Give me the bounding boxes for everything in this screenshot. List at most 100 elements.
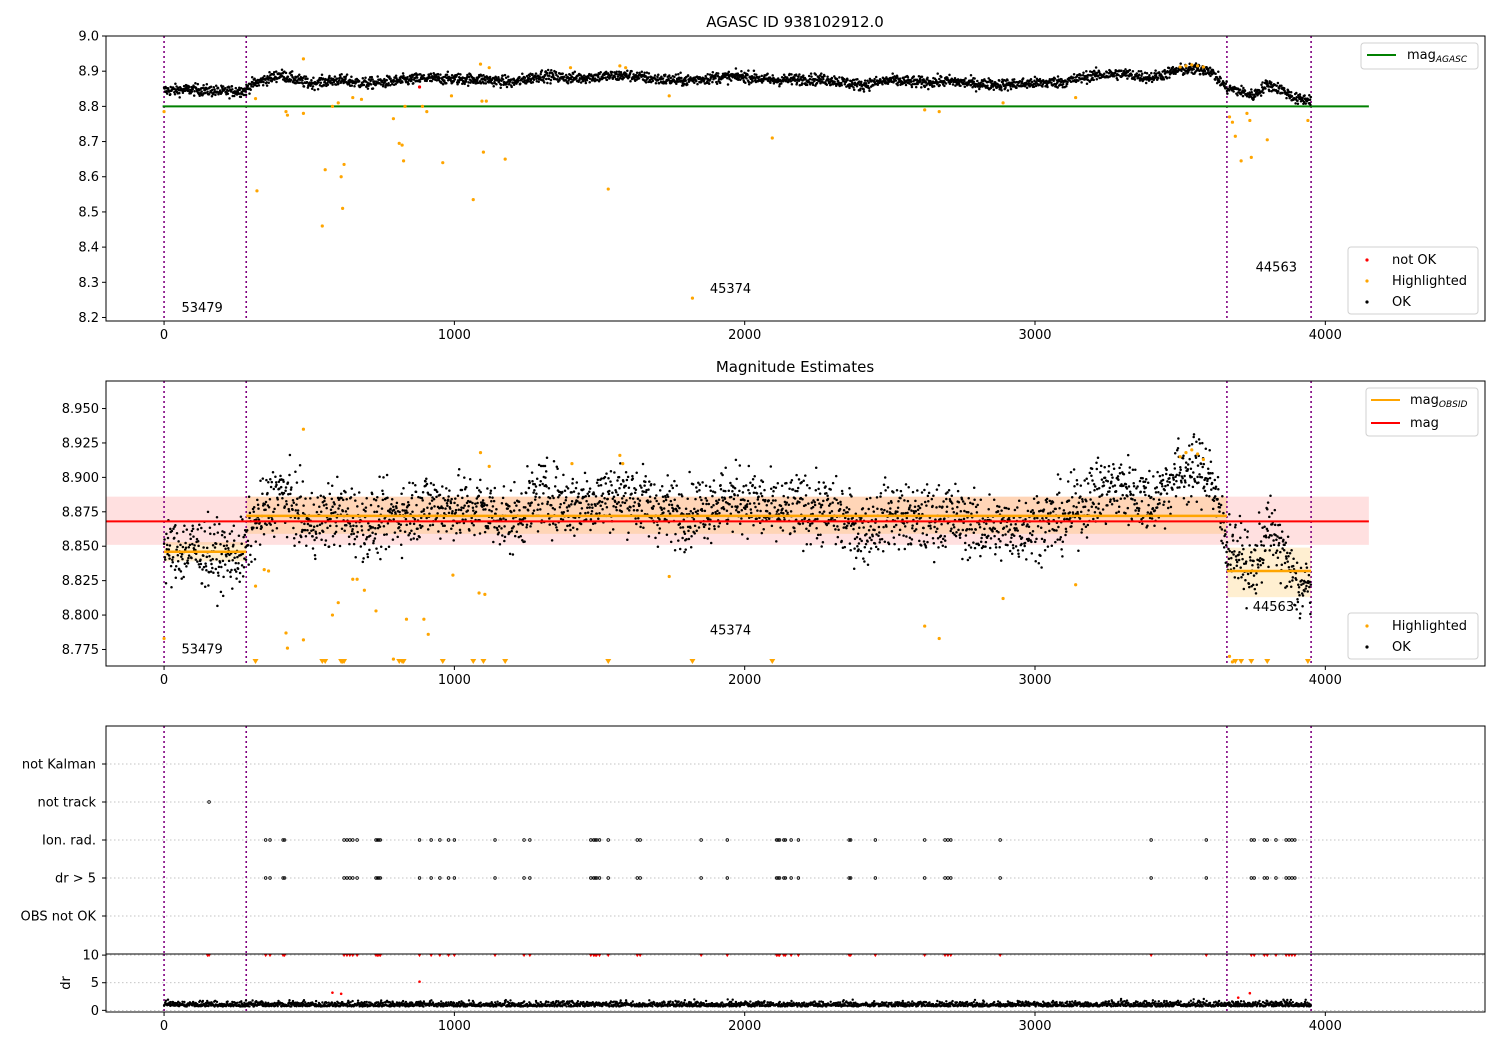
ok-point [403,530,407,533]
ok-point [687,537,691,541]
ok-point [169,85,172,89]
ok-point [730,505,734,509]
ok-point [649,482,653,486]
ok-point [275,80,278,84]
highlighted-point [1201,65,1205,69]
ok-point [948,73,951,77]
ok-point [880,537,884,541]
ok-point [904,83,908,87]
ok-point [366,555,370,559]
ok-point [296,75,299,78]
highlighted-point [336,101,340,105]
ok-point [336,475,339,479]
ok-point [858,526,861,530]
ok-point [439,537,442,540]
ok-point [818,80,822,83]
ok-point [257,507,260,510]
ok-point [644,475,647,478]
ok-point [260,526,263,529]
ok-point [554,523,557,527]
ok-point [755,492,759,495]
ok-point [640,486,643,489]
ok-point [187,554,191,557]
ok-point [184,541,187,545]
ok-point [703,536,706,540]
ok-point [718,81,722,85]
ok-point [466,73,469,77]
ok-point [686,83,689,86]
ok-point [858,537,862,541]
ok-point [640,70,644,73]
ok-point [285,80,288,83]
ok-point [737,510,741,514]
ok-point [734,458,738,462]
ok-point [911,527,914,530]
ok-point [185,528,189,531]
ok-point [1032,85,1036,88]
ok-point [638,499,642,502]
ok-point [603,496,606,500]
ok-point [865,532,868,536]
ok-point [725,509,729,512]
ok-point [377,504,380,508]
ok-point [421,525,424,528]
ok-point [772,485,776,489]
ok-point [410,494,414,497]
ok-point [457,508,461,512]
ok-point [293,78,297,81]
ok-point [631,474,634,478]
ok-point [174,524,177,527]
ok-point [479,478,482,482]
ok-point [534,72,538,75]
ok-point [555,526,558,529]
ok-point [709,518,712,522]
ok-point [230,530,234,533]
ok-point [242,566,246,569]
ok-point [667,509,670,513]
ok-point [230,84,234,88]
ok-point [238,571,242,575]
ok-point [607,477,610,480]
ok-point [349,496,353,499]
ok-point [428,512,431,515]
panel-agasc: AGASC ID 938102912.0 0 1000 2000 3000 4000 9… [78,13,1486,343]
ok-point [1103,72,1106,76]
ok-point [705,502,708,506]
ok-point [665,533,669,536]
ok-point [506,75,510,78]
ok-point [301,511,305,515]
ok-point [808,486,811,490]
ok-point [338,544,342,548]
ok-point [898,533,901,537]
ok-point [612,505,615,508]
ok-point [811,521,814,525]
ok-point [687,80,691,83]
ok-point [1290,95,1294,98]
ok-point [900,494,904,497]
ok-point [478,532,482,535]
ok-point [840,539,843,543]
ok-point [415,76,419,79]
ok-point [585,499,588,503]
ok-point [818,502,821,505]
ok-point [879,78,882,82]
ok-point [1086,76,1089,79]
ok-point [460,488,464,492]
ok-point [707,517,710,520]
ok-point [491,82,494,85]
ok-point [368,534,372,538]
ok-point [464,80,468,83]
ok-point [491,496,494,499]
ok-point [616,75,620,78]
ok-point [692,518,696,521]
ok-point [202,84,205,87]
ok-point [815,536,819,540]
y-tick-label: 8.9 [78,65,99,80]
ok-point [867,507,870,511]
ok-point [643,71,646,75]
ok-point [328,79,332,83]
ok-point [552,496,555,500]
ok-point [903,547,907,551]
ok-point [369,83,373,86]
ok-point [815,81,819,85]
